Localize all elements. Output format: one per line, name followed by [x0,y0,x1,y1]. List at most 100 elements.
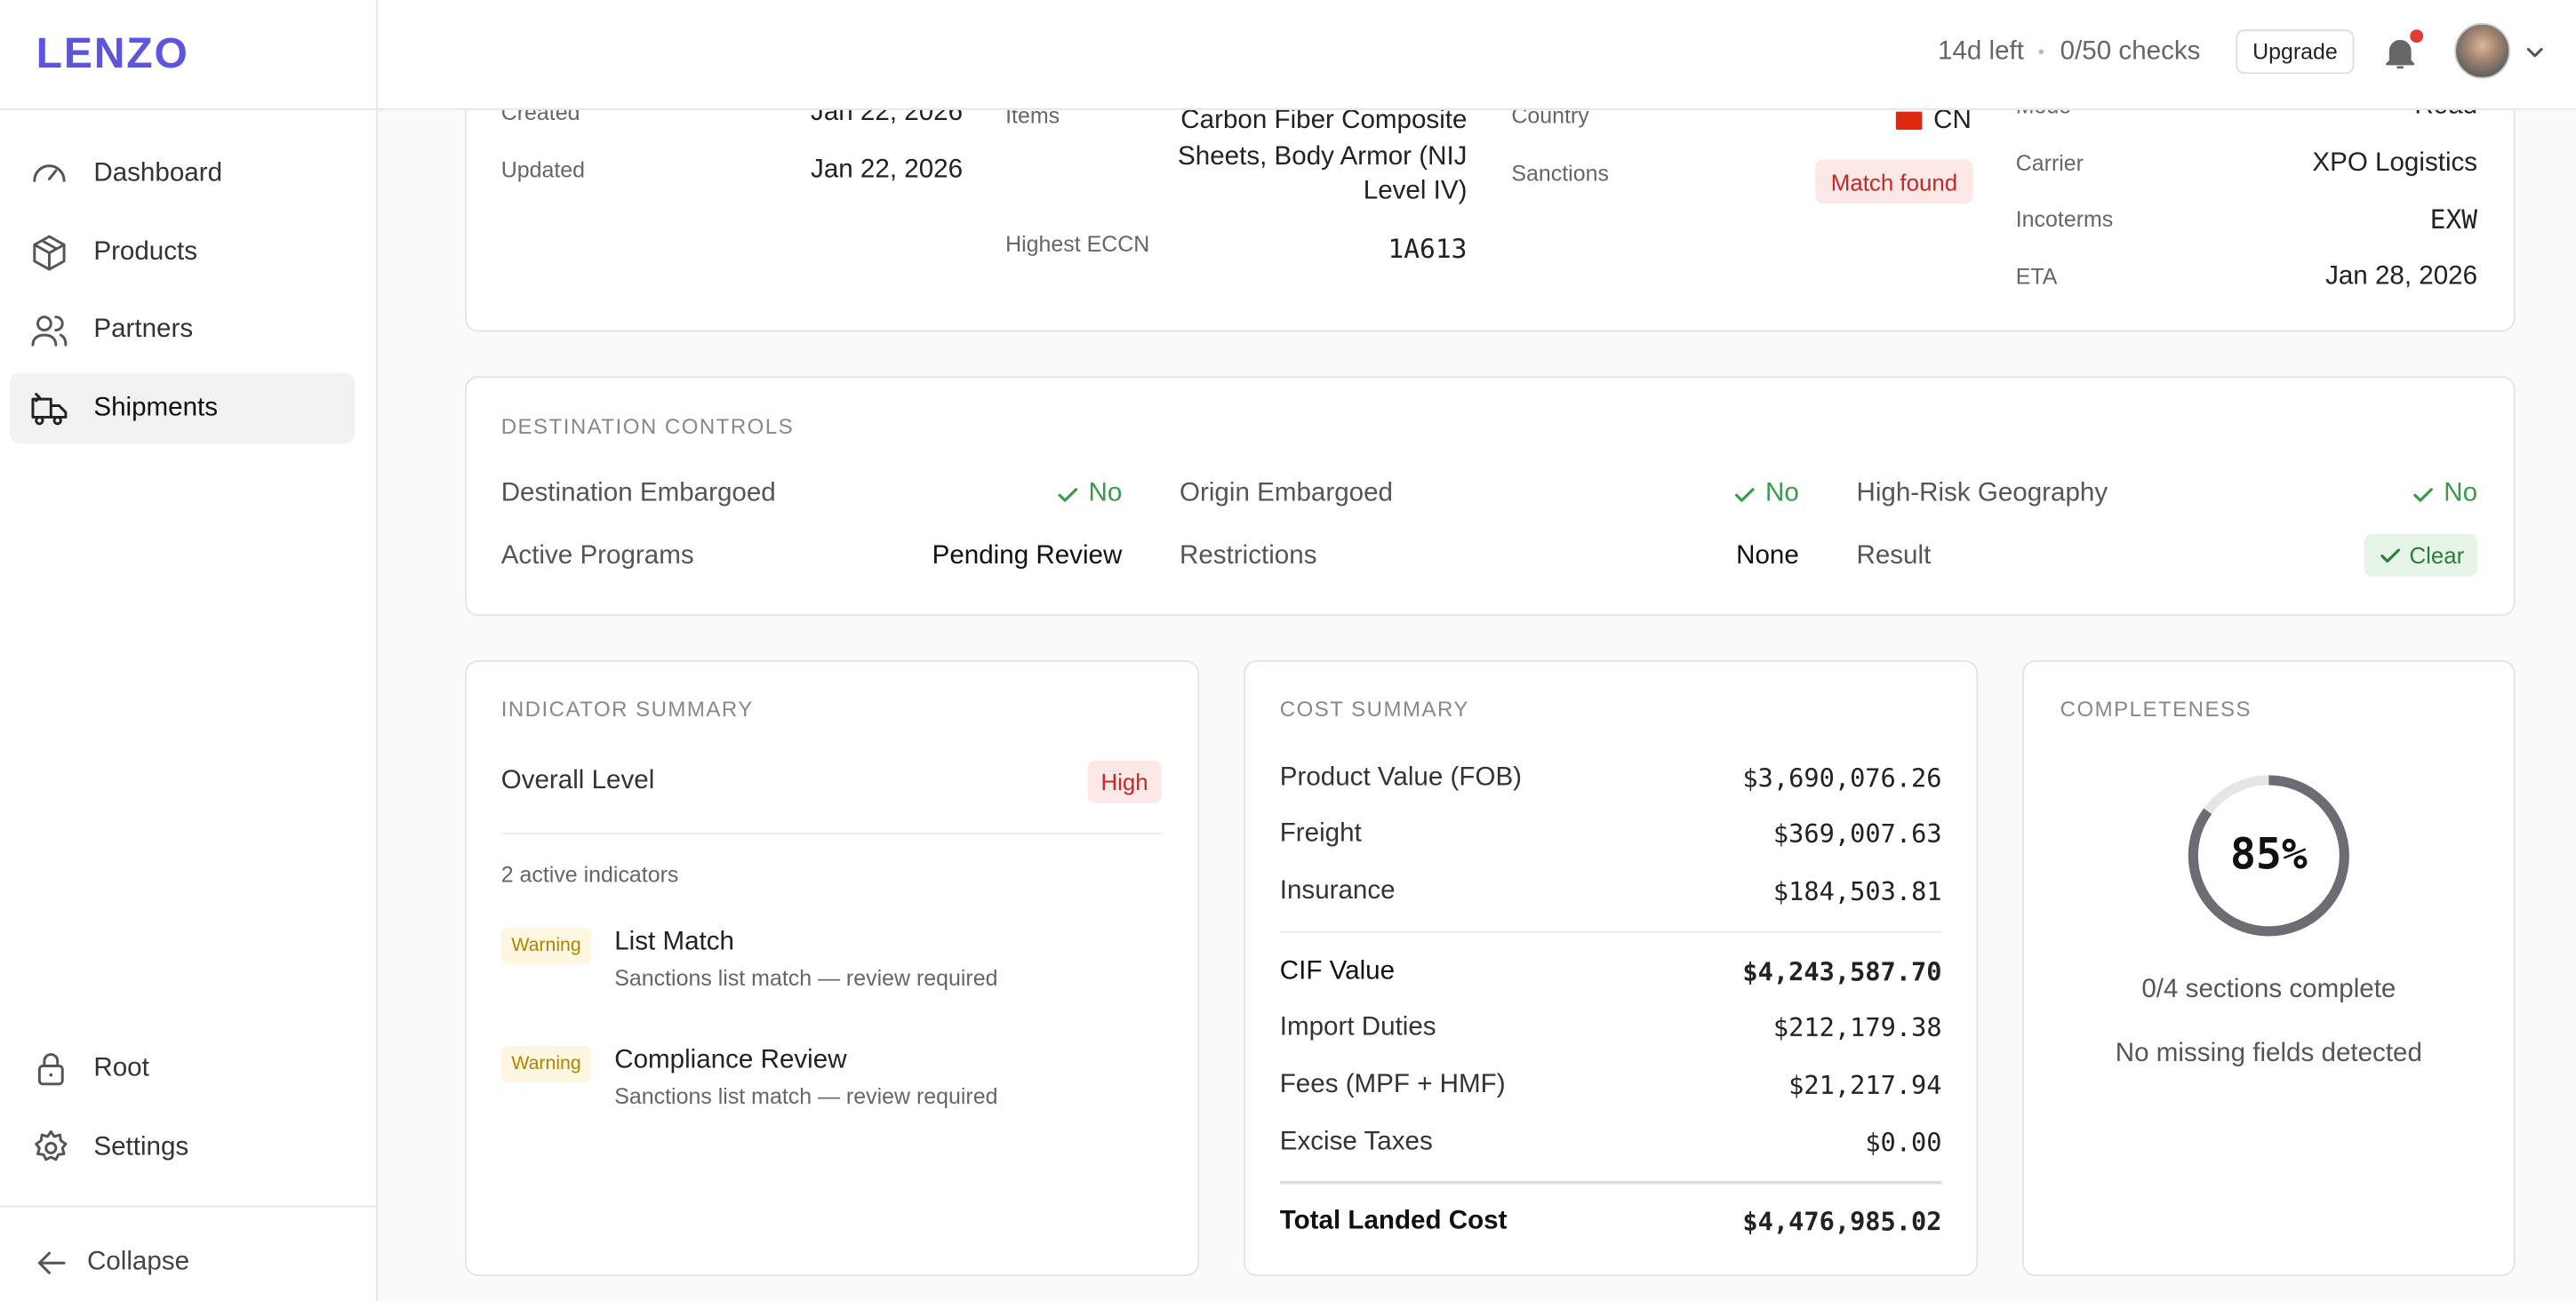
cost-label: Fees (MPF + HMF) [1279,1071,1506,1099]
severity: Warning [511,1053,581,1074]
collapse-icon [37,1251,66,1274]
sidebar: LENZO Dashboard Products Partners Shipments R… [0,0,379,1301]
missing-text: No missing fields detected [2115,1039,2422,1068]
cost-value: $3,690,076.26 [1742,763,1942,794]
dot [2038,49,2044,54]
cost-value: $4,476,985.02 [1742,1207,1942,1237]
nav-icon [31,315,68,347]
badge-text: High [1100,768,1148,795]
progress-ring [2188,775,2349,937]
cost-value: $212,179.38 [1772,1013,1942,1043]
nav-icon [31,393,68,426]
percent-label: 85% [2229,831,2308,881]
nav-item[interactable]: Products [93,237,198,266]
check-icon [2413,488,2433,502]
divider [0,108,377,110]
upgrade-button[interactable] [2236,29,2355,75]
overall-label: Overall Level [500,767,655,795]
main: Created Jan 22, 2026 Updated Jan 22, 2026 It… [378,0,2576,1301]
notification-dot [2410,29,2424,44]
cost-label: Excise Taxes [1279,1128,1433,1157]
field-value: 1A613 [1388,233,1468,265]
nav-item[interactable]: Partners [93,315,194,344]
checks: 0/50 checks [2060,37,2201,66]
indicator-name: Compliance Review [614,1045,847,1074]
cost-label: Freight [1279,819,1362,848]
field-value: XPO Logistics [2312,149,2478,178]
nav-icon [33,235,66,271]
nav-item[interactable]: Root [93,1054,149,1082]
ring-progress [2188,775,2349,937]
check-icon [1058,488,1078,502]
sections-text: 0/4 sections complete [2141,975,2396,1004]
completeness-card [2022,659,2516,1277]
nav-item[interactable]: Shipments [93,394,219,423]
indicator-name: List Match [614,928,735,956]
nav-icon [33,164,66,182]
control-label: Result [1856,541,1932,571]
control-label: High-Risk Geography [1856,479,2108,508]
cost-card [1244,659,1979,1277]
divider [500,833,1162,834]
nav-icon [35,1129,68,1161]
badge-text: Clear [2409,541,2465,569]
cost-value: $4,243,587.70 [1742,957,1942,987]
header: 14d left 0/50 checks Upgrade [378,0,2576,110]
control-label: Restrictions [1180,541,1317,571]
field-value: CN [1933,107,1972,135]
collapse[interactable]: Collapse [86,1248,190,1277]
severity: Warning [511,936,581,956]
field-value: EXW [2429,204,2478,235]
trial: 14d left [1937,37,2024,66]
cost-value: $369,007.63 [1772,819,1942,850]
section-title: DESTINATION CONTROLS [500,413,795,439]
field-label: Carrier [2015,151,2084,176]
field-label: Incoterms [2015,206,2114,232]
control-label: Destination Embargoed [500,479,776,508]
cost-value: $0.00 [1865,1128,1942,1158]
nav-item[interactable]: Dashboard [93,159,223,188]
field-label: Updated [500,157,586,183]
badge [1815,159,1973,204]
check-icon [1734,488,1755,502]
logo: LENZO [36,28,189,77]
indicator-detail: Sanctions list match — review required [614,965,998,991]
control-value: No [1764,479,1799,508]
control-value: Pending Review [932,541,1123,571]
divider [1279,1180,1942,1185]
cost-value: $184,503.81 [1772,876,1942,907]
indicator-detail: Sanctions list match — review required [614,1082,998,1108]
field-value: Jan 28, 2026 [2325,262,2478,291]
control-value: No [1088,479,1123,508]
avatar[interactable] [2454,22,2511,79]
badge [1087,760,1162,803]
indicator-card [465,659,1200,1277]
field-value: Carbon Fiber Composite Sheets, Body Armo… [1178,107,1468,206]
nav-item[interactable]: Settings [93,1133,189,1161]
section-title: COMPLETENESS [2060,696,2252,722]
check-icon [2380,548,2400,563]
nav-icon [37,1053,64,1086]
control-label: Active Programs [500,541,694,571]
cost-label: Product Value (FOB) [1279,763,1523,792]
indicator-count: 2 active indicators [500,862,679,888]
divider [1279,930,1942,933]
cost-label: Total Landed Cost [1279,1207,1508,1235]
field-label: ETA [2015,264,2058,290]
field-value: Jan 22, 2026 [811,156,964,184]
flag [1895,111,1923,131]
active-nav-bg [10,372,356,444]
divider [0,1205,377,1208]
cost-label: Import Duties [1279,1013,1436,1042]
chevron [2526,47,2543,58]
upgrade-label[interactable]: Upgrade [2252,38,2338,64]
section-title: INDICATOR SUMMARY [500,696,754,722]
destination-card [465,376,2516,617]
field-label: Sanctions [1511,161,1609,186]
badge [500,1045,592,1082]
bell-icon [2386,39,2415,69]
section-title: COST SUMMARY [1279,696,1469,722]
control-value: None [1736,541,1799,571]
